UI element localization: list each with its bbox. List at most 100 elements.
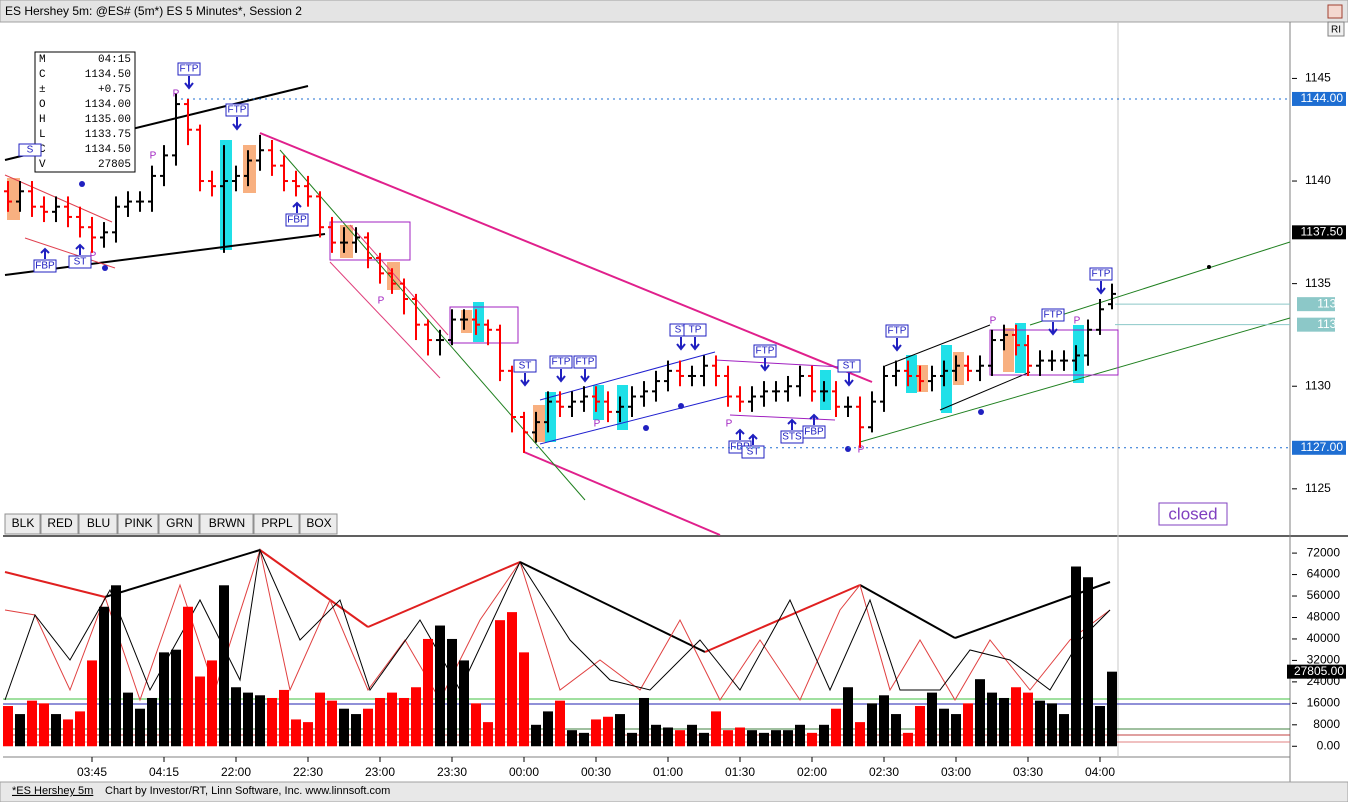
- signal-box: [573, 355, 597, 369]
- signal-box: [1089, 267, 1113, 281]
- signal-box: [753, 344, 777, 358]
- volume-bar: [3, 706, 13, 747]
- info-rows: M 04:15 C 1134.50 ± +0.75 O 1134.00 H 1135.00 L 113…: [39, 54, 131, 171]
- window-title: ES Hershey 5m: @ES# (5m*) ES 5 Minutes*,…: [5, 4, 302, 18]
- signal-box: [513, 359, 537, 373]
- volume-bar: [1059, 714, 1069, 747]
- toolbar-button[interactable]: [78, 513, 118, 535]
- toolbar-button[interactable]: [253, 513, 300, 535]
- dot: [678, 403, 684, 409]
- volume-bar: [219, 585, 229, 747]
- signal-label: ST: [519, 361, 532, 372]
- highlight: [545, 392, 556, 442]
- volume-bar: [183, 606, 193, 747]
- toolbar-button[interactable]: [40, 513, 79, 535]
- trend-line: [523, 451, 721, 536]
- volume-bar: [339, 708, 349, 747]
- signal-label: FBP: [804, 427, 824, 438]
- signal-label: ST: [74, 257, 87, 268]
- volume-bar: [567, 730, 577, 747]
- volume-bar: [759, 732, 769, 747]
- x-tick-label: 23:30: [437, 765, 467, 779]
- volume-bar: [195, 676, 205, 747]
- volume-bar: [1107, 671, 1117, 747]
- axis-marker: [1297, 317, 1335, 332]
- x-tick-label: 03:30: [1013, 765, 1043, 779]
- toolbar-button[interactable]: [199, 513, 254, 535]
- volume-bar: [399, 697, 409, 747]
- trend-line: [24, 237, 116, 269]
- axis-marker: [1287, 664, 1346, 679]
- info-key: C: [39, 69, 46, 81]
- signal-arrow: [292, 201, 302, 213]
- pivot-label: P: [90, 251, 97, 262]
- signal-arrow: [809, 413, 819, 425]
- toolbar-button[interactable]: [158, 513, 200, 535]
- toolbar-button[interactable]: [117, 513, 159, 535]
- volume-bar: [711, 711, 721, 747]
- trend-line: [349, 224, 449, 336]
- toolbar-button-label: PRPL: [261, 516, 293, 530]
- volume-bar: [471, 703, 481, 747]
- ri-button[interactable]: [1327, 21, 1345, 37]
- volume-bar: [1023, 692, 1033, 747]
- toolbar-button[interactable]: [299, 513, 338, 535]
- ri-label: RI: [1331, 25, 1341, 36]
- status-tab[interactable]: *ES Hershey 5m: [12, 785, 93, 797]
- volume-bar: [639, 697, 649, 747]
- signal-label: ST: [747, 447, 760, 458]
- volume-bar: [483, 722, 493, 747]
- signal-label: ST: [843, 361, 856, 372]
- info-value: 1134.00: [85, 99, 131, 111]
- close-button[interactable]: [1327, 4, 1343, 19]
- volume-bar: [147, 697, 157, 747]
- volume-bar: [243, 692, 253, 747]
- trend-arrow: [519, 561, 706, 653]
- signal-arrow: [520, 373, 530, 387]
- trend-arrow: [104, 549, 261, 598]
- trend-arrow: [859, 584, 956, 639]
- x-tick-label: 02:30: [869, 765, 899, 779]
- signal-box: [285, 213, 309, 227]
- volume-bar: [723, 730, 733, 747]
- toolbar-button[interactable]: [4, 513, 41, 535]
- info-value: +0.75: [98, 84, 131, 96]
- volume-bar: [663, 727, 673, 747]
- volume-bar: [819, 724, 829, 747]
- x-tick-label: 23:00: [365, 765, 395, 779]
- y-tick-label: 16000: [1307, 696, 1341, 710]
- volume-bar: [939, 708, 949, 747]
- volume-bar: [267, 697, 277, 747]
- signal-label: FBP: [35, 261, 55, 272]
- oscillator: [4, 548, 1111, 702]
- volume-bar: [903, 732, 913, 747]
- axis-marker-label: 1134: [1317, 296, 1343, 310]
- volume-bar: [447, 638, 457, 747]
- highlight: [340, 225, 353, 258]
- volume-bar: [291, 719, 301, 747]
- trend-line: [859, 317, 1291, 443]
- y-tick-label: 72000: [1307, 545, 1341, 559]
- signal-label: FTP: [1092, 269, 1111, 280]
- axis-marker: [1292, 225, 1346, 240]
- volume-bar: [63, 719, 73, 747]
- signal-box: [885, 324, 909, 338]
- volume-bar: [543, 711, 553, 747]
- volume-bar: [783, 730, 793, 747]
- dot: [102, 265, 108, 271]
- volume-bar: [651, 724, 661, 747]
- signal-box: [68, 255, 92, 269]
- signal-box: [741, 445, 765, 459]
- info-key: H: [39, 114, 46, 126]
- volume-bar: [987, 692, 997, 747]
- info-value: 1135.00: [85, 114, 131, 126]
- volume-bar: [1047, 703, 1057, 747]
- x-tick-label: 03:45: [77, 765, 107, 779]
- volume-bar: [831, 708, 841, 747]
- volume-bar: [915, 706, 925, 747]
- signal-arrow: [580, 369, 590, 383]
- x-tick-label: 22:00: [221, 765, 251, 779]
- signal-arrow: [690, 337, 700, 351]
- axis-marker-label: 1144.00: [1301, 91, 1344, 105]
- signal-box: [549, 355, 573, 369]
